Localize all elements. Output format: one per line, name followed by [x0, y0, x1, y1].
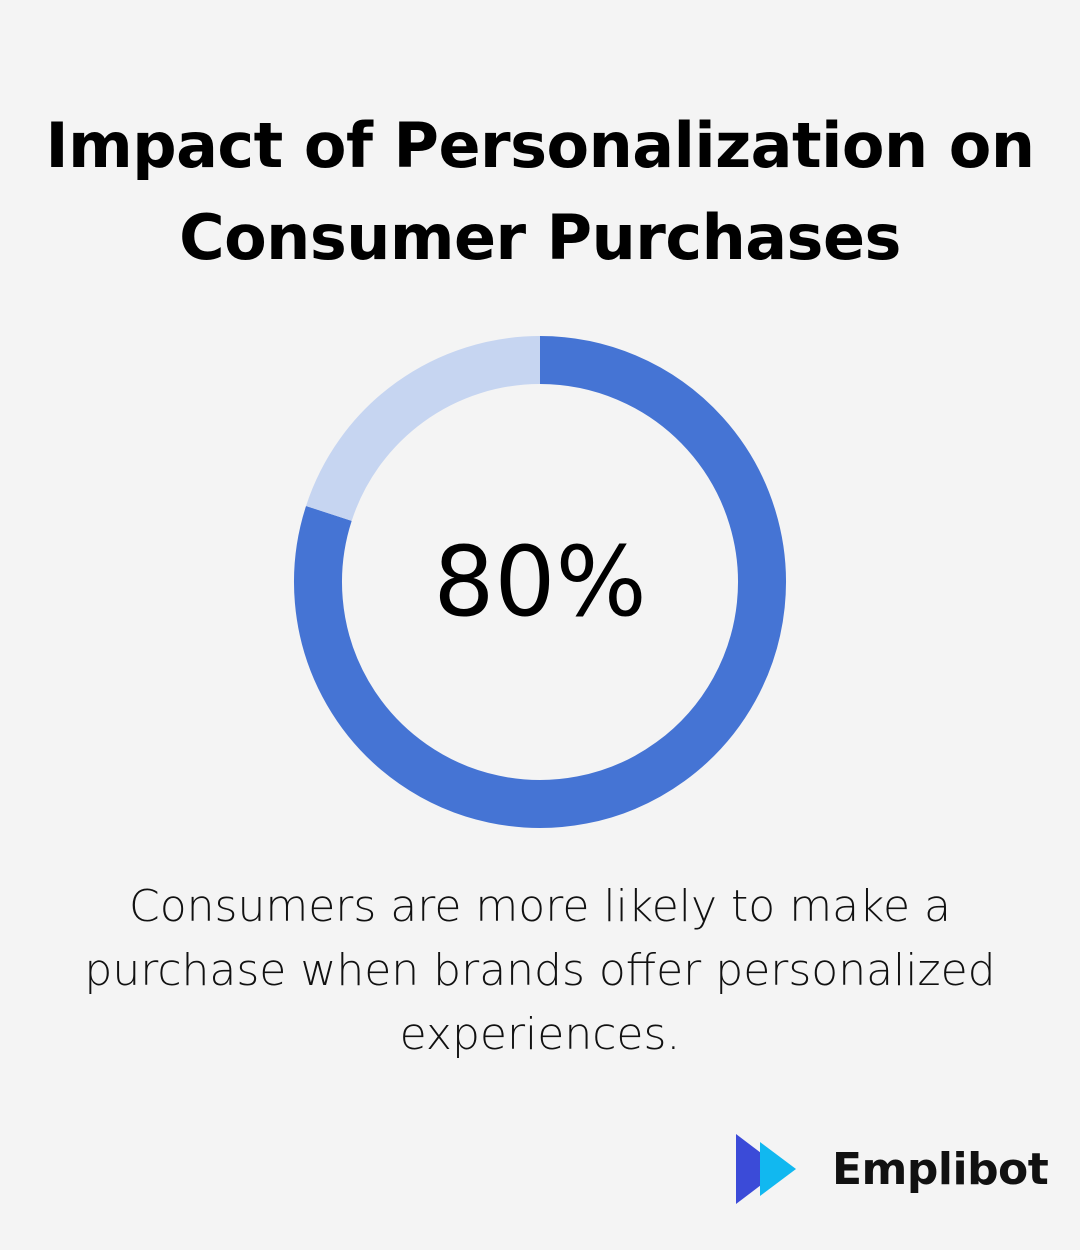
brand-logo: Emplibot [736, 1134, 1049, 1204]
donut-slice-value [294, 336, 786, 828]
brand-name: Emplibot [832, 1143, 1049, 1195]
center-value-label: 80% [433, 526, 646, 638]
chart-title: Impact of Personalization on Consumer Pu… [45, 109, 1035, 274]
donut-slice-remainder [306, 336, 541, 522]
double-play-arrow-icon [736, 1134, 796, 1204]
donut-chart: 80% [290, 332, 790, 832]
chart-caption: Consumers are more likely to make a purc… [84, 881, 996, 1060]
donut-svg: 80% [294, 336, 786, 828]
